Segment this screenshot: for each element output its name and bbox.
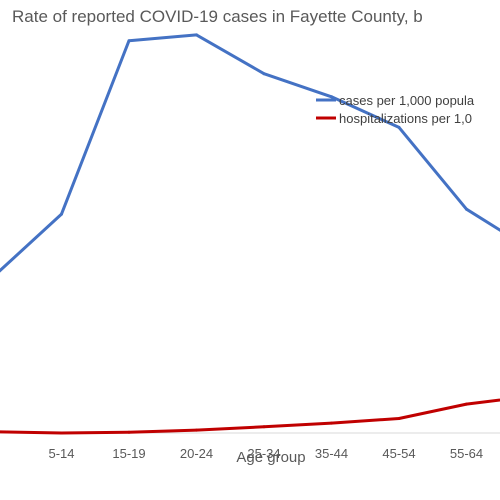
data-point-series-0-6 [397,125,401,129]
series-line-0 [0,33,500,273]
x-axis-title: Age group [236,449,305,466]
data-point-series-1-1 [60,431,63,435]
x-tick-label: 20-24 [180,446,213,461]
data-point-series-1-3 [195,428,198,432]
data-point-series-1-6 [397,417,401,420]
series-line-1 [0,398,500,435]
data-point-series-1-2 [127,430,131,434]
data-point-series-0-3 [195,33,198,37]
legend-label-hospitalizations: hospitalizations per 1,0 [339,111,472,126]
data-point-series-1-4 [262,425,266,429]
chart-title: Rate of reported COVID-19 cases in Fayet… [12,7,423,26]
data-point-series-0-2 [127,39,131,43]
x-tick-label: 35-44 [315,446,348,461]
data-point-series-0-1 [60,212,63,216]
data-point-series-1-5 [330,421,333,425]
data-point-series-0-7 [465,207,468,211]
x-tick-label: 5-14 [48,446,74,461]
legend-label-cases: cases per 1,000 popula [339,93,475,108]
data-point-series-0-5 [330,95,333,99]
data-point-series-1-7 [465,402,468,406]
x-tick-label: 45-54 [382,446,415,461]
x-tick-label: 55-64 [450,446,483,461]
x-tick-label: 15-19 [112,446,145,461]
series-layer [0,33,500,435]
data-point-series-0-4 [262,72,266,76]
x-tick-label: 25-34 [247,446,280,461]
legend: cases per 1,000 popula hospitalizations … [316,93,475,126]
